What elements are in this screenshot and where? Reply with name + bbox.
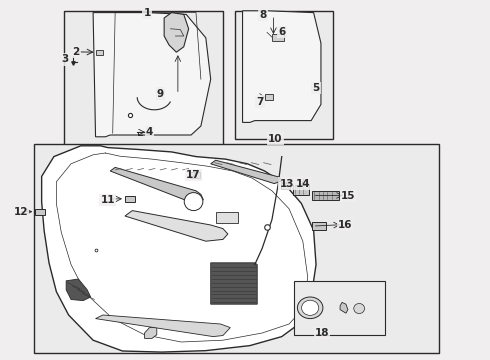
Bar	[96, 50, 103, 55]
Bar	[216, 212, 238, 223]
Polygon shape	[110, 167, 203, 202]
Text: 5: 5	[313, 83, 319, 93]
Bar	[235, 11, 333, 139]
Text: 9: 9	[157, 89, 164, 99]
Text: 1: 1	[144, 8, 150, 18]
Text: 10: 10	[268, 134, 283, 144]
Bar	[272, 34, 284, 41]
Text: 17: 17	[186, 170, 201, 180]
Text: 16: 16	[338, 220, 352, 230]
Ellipse shape	[301, 300, 319, 315]
Polygon shape	[164, 13, 189, 52]
Text: 2: 2	[73, 47, 79, 57]
Bar	[34, 144, 439, 353]
Polygon shape	[211, 160, 282, 184]
Text: 7: 7	[256, 96, 264, 107]
Bar	[125, 196, 135, 202]
Bar	[294, 281, 385, 335]
Text: 12: 12	[13, 207, 28, 217]
Polygon shape	[211, 263, 257, 304]
Text: 11: 11	[100, 195, 115, 205]
Bar	[312, 222, 326, 230]
Polygon shape	[93, 13, 211, 137]
Text: 8: 8	[260, 10, 267, 20]
Bar	[293, 185, 309, 195]
Bar	[312, 191, 339, 200]
Polygon shape	[96, 315, 230, 337]
Text: 14: 14	[295, 179, 310, 189]
Text: 13: 13	[279, 179, 294, 189]
Text: 4: 4	[146, 127, 153, 138]
Bar	[190, 172, 200, 178]
Bar	[265, 94, 273, 100]
Polygon shape	[125, 211, 228, 241]
Polygon shape	[66, 279, 91, 301]
Polygon shape	[340, 302, 348, 313]
Text: 18: 18	[315, 328, 329, 338]
Polygon shape	[145, 328, 157, 338]
Bar	[281, 183, 290, 189]
Ellipse shape	[354, 303, 365, 314]
Polygon shape	[243, 11, 321, 122]
Text: 3: 3	[61, 54, 68, 64]
Ellipse shape	[297, 297, 323, 319]
Bar	[64, 11, 223, 146]
Text: 15: 15	[341, 191, 355, 201]
Ellipse shape	[184, 193, 203, 211]
Polygon shape	[42, 146, 316, 352]
Text: 6: 6	[278, 27, 285, 37]
Bar	[35, 209, 45, 215]
